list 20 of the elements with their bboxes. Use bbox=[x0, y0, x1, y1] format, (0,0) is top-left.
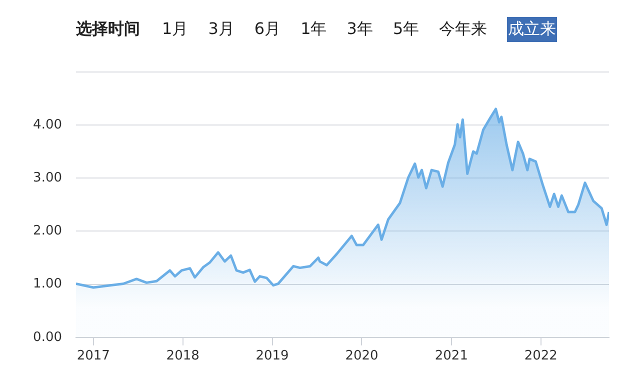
text: 今年来 bbox=[439, 18, 488, 40]
y-tick-label: 2.00 bbox=[33, 224, 62, 239]
text: 选择时间 bbox=[76, 18, 140, 40]
text: 1年 bbox=[300, 18, 327, 40]
y-tick-label: 4.00 bbox=[33, 117, 62, 132]
text: 成立来 bbox=[507, 16, 558, 42]
text: 1月 bbox=[162, 18, 188, 40]
text: 3年 bbox=[346, 18, 373, 40]
x-tick-label: 2022 bbox=[524, 348, 558, 364]
text: 3月 bbox=[208, 18, 234, 40]
text: 6月 bbox=[254, 18, 281, 40]
x-tick-label: 2019 bbox=[256, 348, 289, 364]
text: 5年 bbox=[392, 18, 420, 40]
x-tick-label: 2021 bbox=[434, 348, 468, 364]
x-tick-label: 2018 bbox=[166, 348, 200, 364]
y-tick-label: 3.00 bbox=[33, 170, 62, 186]
x-tick-label: 2017 bbox=[76, 348, 110, 364]
y-tick-label: 0.00 bbox=[33, 330, 62, 345]
x-tick-label: 2020 bbox=[345, 348, 378, 364]
y-tick-label: 1.00 bbox=[33, 276, 62, 292]
